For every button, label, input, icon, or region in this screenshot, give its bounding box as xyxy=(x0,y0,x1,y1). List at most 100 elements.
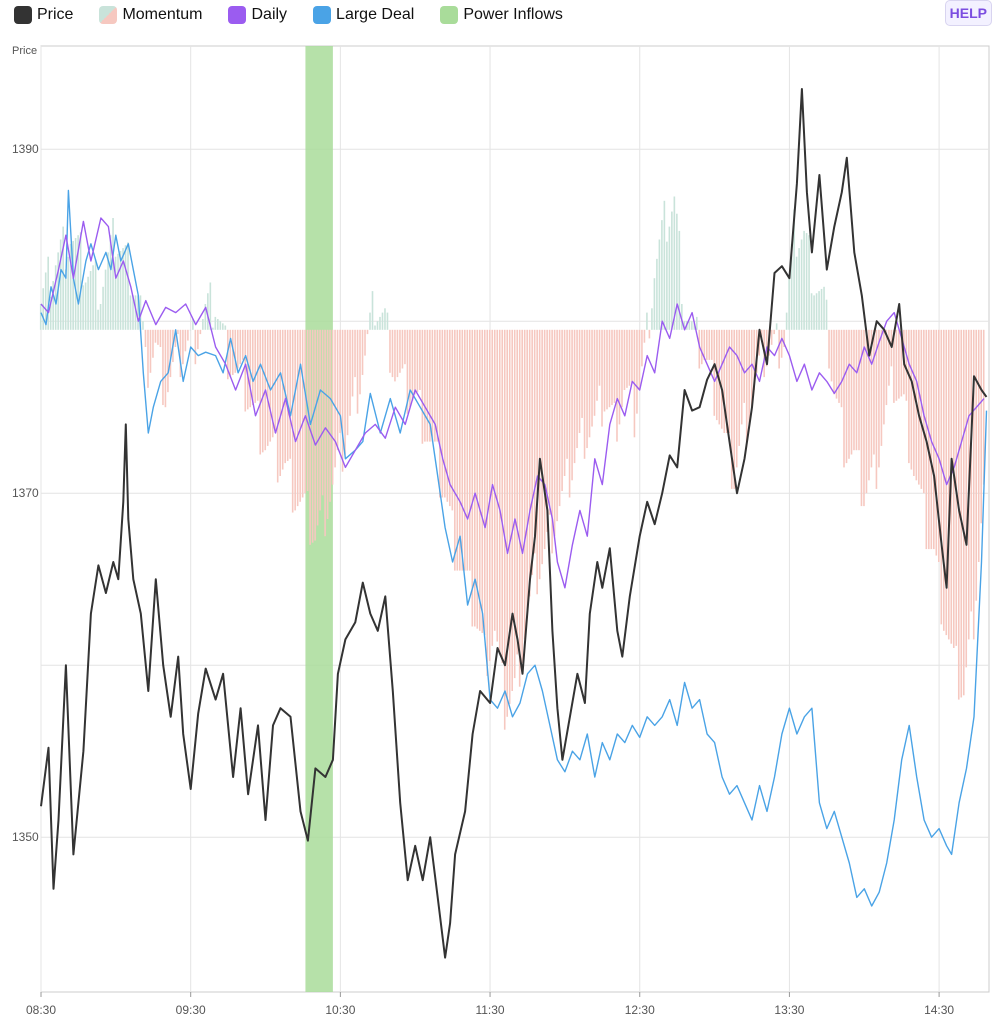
momentum-bar xyxy=(224,325,227,330)
momentum-bar xyxy=(908,329,910,464)
momentum-bar xyxy=(204,304,207,330)
momentum-bar xyxy=(127,242,129,330)
momentum-bar xyxy=(364,329,366,356)
momentum-bar xyxy=(49,296,52,330)
momentum-bar xyxy=(304,329,306,494)
momentum-bar xyxy=(286,329,289,461)
legend-item-momentum[interactable]: Momentum xyxy=(99,6,202,24)
momentum-bar xyxy=(808,235,810,330)
momentum-bar xyxy=(982,329,985,485)
momentum-bar xyxy=(414,329,416,395)
momentum-bar xyxy=(459,329,461,571)
momentum-bar xyxy=(481,329,484,633)
momentum-bar xyxy=(501,329,504,664)
momentum-bar xyxy=(691,321,693,330)
axes: 1350 1370 1390 08:30 09:30 10:30 11:30 12:30 13:… xyxy=(12,45,954,1017)
momentum-bar xyxy=(583,329,586,459)
y-tick-label: 1350 xyxy=(12,830,39,844)
momentum-bar xyxy=(468,329,471,571)
y-tick-label: 1370 xyxy=(12,486,39,500)
legend-item-price[interactable]: Price xyxy=(14,6,73,24)
momentum-bar xyxy=(778,329,780,369)
momentum-bar xyxy=(578,329,581,433)
momentum-bar xyxy=(528,329,531,597)
momentum-bar xyxy=(713,329,716,416)
momentum-bar xyxy=(84,282,87,330)
momentum-bar xyxy=(735,329,738,468)
momentum-bar xyxy=(498,329,501,653)
momentum-bar xyxy=(404,329,406,365)
momentum-bar xyxy=(893,329,895,403)
momentum-bar xyxy=(880,329,883,446)
momentum-bar xyxy=(938,329,940,562)
momentum-bar xyxy=(271,329,274,438)
momentum-bar xyxy=(139,295,142,330)
momentum-bar xyxy=(157,329,159,345)
momentum-bar xyxy=(723,329,726,433)
momentum-bar xyxy=(591,329,593,427)
y-tick-label: 1390 xyxy=(12,142,39,156)
legend-item-daily[interactable]: Daily xyxy=(228,6,287,24)
momentum-bar xyxy=(646,312,648,330)
momentum-bar xyxy=(316,329,319,526)
momentum-bar xyxy=(606,329,608,410)
momentum-bar xyxy=(144,329,147,347)
momentum-bar xyxy=(531,329,533,575)
momentum-bar xyxy=(493,329,496,631)
momentum-bar xyxy=(109,235,112,330)
momentum-bar xyxy=(701,329,703,365)
momentum-bar xyxy=(254,329,257,403)
momentum-bar xyxy=(411,329,414,401)
momentum-bar xyxy=(750,329,753,408)
momentum-bar xyxy=(663,200,666,330)
momentum-bar xyxy=(910,329,913,470)
momentum-bar xyxy=(825,299,828,330)
momentum-bar xyxy=(356,329,359,414)
momentum-bar xyxy=(473,329,476,627)
momentum-bar xyxy=(696,316,698,330)
momentum-bar xyxy=(371,291,374,330)
momentum-bar xyxy=(775,323,778,330)
momentum-bar xyxy=(638,329,641,390)
momentum-bar xyxy=(446,329,449,502)
momentum-bar xyxy=(885,329,888,406)
momentum-bar xyxy=(900,329,903,397)
momentum-bar xyxy=(980,329,983,524)
momentum-bar xyxy=(616,329,618,442)
momentum-bar xyxy=(738,329,741,446)
momentum-bar xyxy=(728,329,731,433)
momentum-bar xyxy=(72,240,74,330)
momentum-bar xyxy=(845,329,848,464)
legend-label-large-deal: Large Deal xyxy=(336,6,415,23)
momentum-bar xyxy=(192,319,194,330)
momentum-bar xyxy=(521,329,523,664)
help-button[interactable]: HELP xyxy=(944,0,992,26)
x-tick-label: 13:30 xyxy=(774,1003,804,1017)
momentum-bar xyxy=(516,329,518,655)
momentum-bar xyxy=(361,329,364,375)
momentum-bar xyxy=(67,256,69,330)
momentum-bar xyxy=(241,329,244,360)
momentum-bar xyxy=(815,293,818,330)
momentum-bar xyxy=(933,329,935,550)
legend-item-large-deal[interactable]: Large Deal xyxy=(313,6,414,24)
momentum-bar xyxy=(319,329,321,511)
momentum-bar xyxy=(533,329,536,554)
momentum-bar xyxy=(256,329,259,401)
momentum-bar xyxy=(770,329,773,345)
momentum-bar xyxy=(563,329,566,476)
momentum-bar xyxy=(309,329,311,545)
momentum-bar xyxy=(928,329,930,550)
momentum-bar xyxy=(581,329,583,418)
momentum-bar xyxy=(823,286,825,330)
momentum-bar xyxy=(613,329,616,403)
momentum-bar xyxy=(476,329,479,629)
momentum-bar xyxy=(399,329,401,373)
legend-item-power-inflows[interactable]: Power Inflows xyxy=(440,6,563,24)
momentum-bar xyxy=(942,329,945,631)
momentum-bar xyxy=(187,329,189,341)
momentum-bar xyxy=(705,329,708,360)
momentum-bar xyxy=(162,329,164,406)
momentum-bar xyxy=(611,329,613,406)
momentum-bar xyxy=(913,329,915,476)
